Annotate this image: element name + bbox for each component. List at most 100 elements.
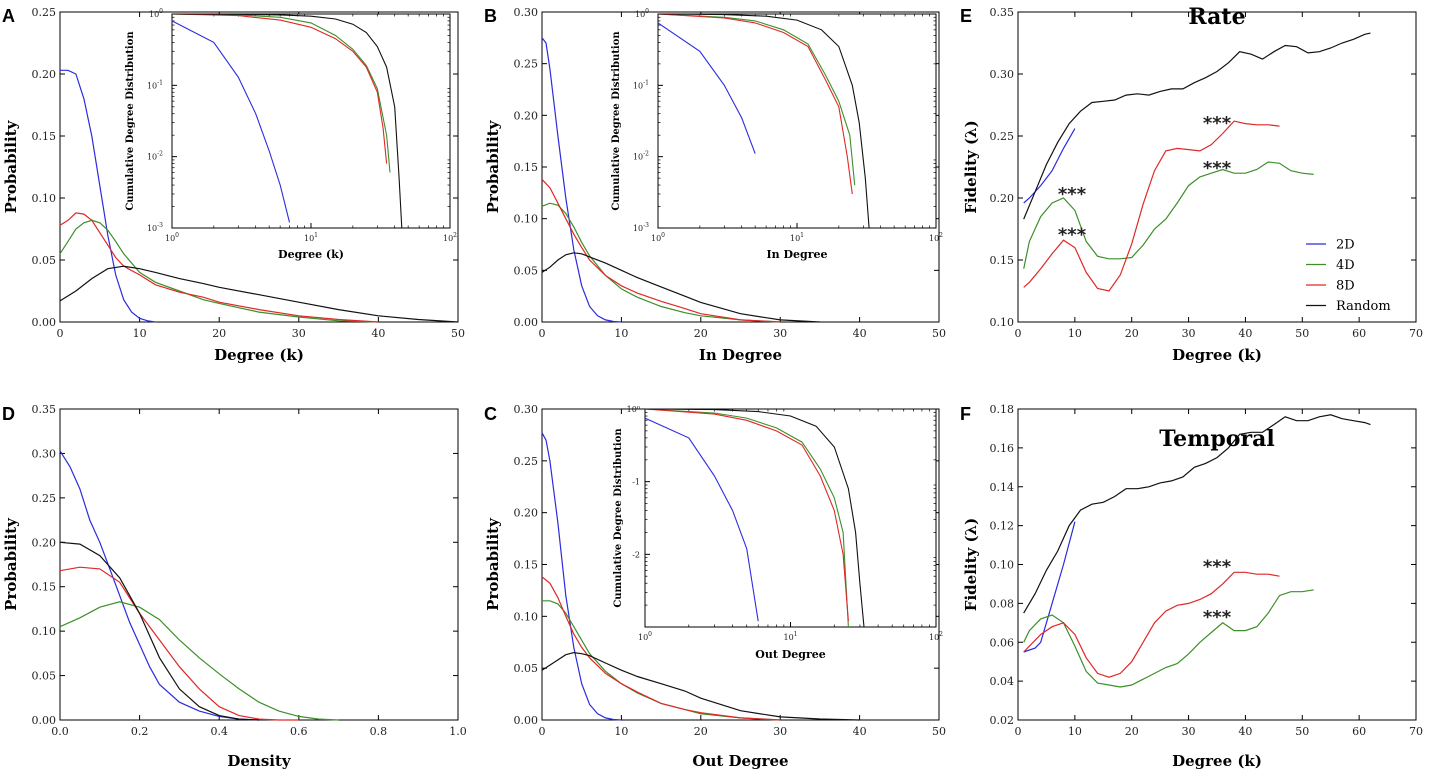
x-tick-label: 0.4: [210, 725, 228, 738]
inset-x-tick-label: 102: [929, 631, 943, 642]
y-tick-label: 0.25: [514, 58, 539, 71]
y-tick-label: 0.10: [514, 610, 539, 623]
series-line-random: [1023, 32, 1371, 220]
x-tick-label: 30: [1182, 725, 1196, 738]
series-line-8d: [59, 566, 299, 721]
panel-letter: A: [2, 6, 15, 26]
legend-label-8d: 8D: [1336, 279, 1355, 294]
series-line-2d: [60, 69, 156, 323]
x-tick-label: 20: [694, 327, 708, 340]
inset-series-line-2d: [657, 22, 756, 154]
inset-series-line-4d: [657, 13, 856, 186]
inset-x-axis-label: Degree (k): [278, 248, 344, 261]
y-tick-label: 0.30: [514, 6, 539, 19]
x-tick-label: 40: [1238, 327, 1252, 340]
inset-y-tick-label: 10-1: [147, 79, 163, 90]
y-tick-label: 0.25: [514, 455, 539, 468]
inset-x-tick-label: 102: [443, 232, 457, 243]
inset-series-line-2d: [171, 20, 291, 223]
x-tick-label: 60: [1352, 725, 1366, 738]
x-tick-label: 10: [614, 327, 628, 340]
y-axis-label: Fidelity (λ): [962, 120, 980, 213]
x-tick-label: 0: [539, 725, 546, 738]
x-tick-label: 0: [539, 327, 546, 340]
series-line-2d: [541, 37, 622, 323]
y-tick-label: 0.00: [514, 316, 539, 329]
inset-x-tick-label: 100: [651, 232, 665, 243]
x-tick-label: 20: [694, 725, 708, 738]
panel-a: 0 10 20 30 40 50 0.00 0.05 0.10 0.15 0.20 0.25 Degre…: [2, 6, 465, 364]
x-tick-label: 40: [853, 725, 867, 738]
x-axis-label: In Degree: [699, 346, 782, 364]
x-tick-label: 60: [1352, 327, 1366, 340]
x-tick-label: 50: [932, 725, 946, 738]
y-tick-label: 0.06: [990, 636, 1015, 649]
panel-c: 0 10 20 30 40 50 0.00 0.05 0.10 0.15 0.20 0.25 0.30 O…: [484, 403, 946, 770]
x-tick-label: 50: [932, 327, 946, 340]
y-tick-label: 0.35: [32, 403, 57, 416]
y-tick-label: 0.00: [514, 714, 539, 727]
plot-frame: [59, 408, 459, 721]
inset-x-tick-label: 101: [790, 232, 804, 243]
x-tick-label: 50: [1295, 725, 1309, 738]
series-line-2d: [541, 432, 622, 721]
inset-x-axis-label: In Degree: [767, 248, 828, 261]
y-tick-label: 0.15: [32, 130, 57, 143]
series-line-4d: [1023, 161, 1314, 269]
x-axis-label: Degree (k): [1172, 346, 1262, 364]
x-tick-label: 50: [1295, 327, 1309, 340]
y-tick-label: 0.30: [990, 68, 1015, 81]
y-tick-label: 0.15: [32, 581, 57, 594]
x-tick-label: 20: [1125, 327, 1139, 340]
series-line-random: [541, 252, 820, 323]
y-tick-label: 0.08: [990, 597, 1015, 610]
panel-d: 0.0 0.2 0.4 0.6 0.8 1.0 0.00 0.05 0.10 0.15 0.20 0.…: [2, 403, 467, 770]
x-tick-label: 0.6: [290, 725, 308, 738]
inset-x-tick-label: 101: [304, 232, 318, 243]
y-tick-label: 0.30: [514, 403, 539, 416]
series-line-random: [541, 651, 860, 721]
y-tick-label: 0.30: [32, 447, 57, 460]
y-tick-label: 0.20: [32, 68, 57, 81]
x-tick-label: 0: [1015, 725, 1022, 738]
inset-y-tick-label: 10-3: [633, 222, 649, 233]
series-line-random: [59, 541, 260, 721]
inset-y-axis-label: Cumulative Degree Distribution: [613, 428, 624, 608]
series-line-8d: [541, 576, 781, 721]
y-tick-label: 0.25: [32, 6, 57, 19]
x-tick-label: 10: [133, 327, 147, 340]
significance-marker: ***: [1203, 158, 1232, 179]
inset-y-axis-label: Cumulative Degree Distribution: [125, 31, 136, 211]
panel-letter: C: [484, 404, 497, 424]
x-axis-label: Degree (k): [1172, 752, 1262, 770]
y-tick-label: 0.15: [990, 254, 1015, 267]
legend-label-2d: 2D: [1336, 238, 1355, 253]
x-tick-label: 70: [1409, 725, 1423, 738]
panel-title: Temporal: [1159, 426, 1274, 452]
y-tick-label: 0.15: [514, 559, 539, 572]
y-axis-label: Probability: [484, 517, 502, 611]
inset-x-tick-label: 100: [638, 631, 652, 642]
legend: 2D 4D 8D Random: [1306, 238, 1391, 314]
y-tick-label: 0.20: [514, 109, 539, 122]
inset-y-tick-label: 100: [635, 8, 649, 19]
y-tick-label: 0.25: [990, 130, 1015, 143]
series-line-random: [1023, 414, 1371, 614]
inset-y-axis-label: Cumulative Degree Distribution: [611, 31, 622, 211]
legend-label-random: Random: [1336, 299, 1391, 314]
inset-y-tick-label: 10-1: [633, 79, 649, 90]
inset-plot: 100 101 102 10-3 10-2 10-1 100 In Degree Cumulat…: [611, 8, 943, 261]
significance-marker: ***: [1058, 225, 1087, 246]
series-line-2d: [1023, 128, 1076, 204]
y-tick-label: 0.05: [514, 662, 539, 675]
y-tick-label: 0.05: [32, 670, 57, 683]
inset-series-line-random: [171, 13, 403, 229]
x-tick-label: 10: [1068, 327, 1082, 340]
y-tick-label: 0.05: [514, 264, 539, 277]
x-axis-label: Degree (k): [214, 346, 304, 364]
panel-letter: F: [960, 404, 971, 424]
y-axis-label: Fidelity (λ): [962, 518, 980, 611]
inset-series-line-4d: [171, 13, 391, 173]
y-tick-label: 0.18: [990, 403, 1015, 416]
